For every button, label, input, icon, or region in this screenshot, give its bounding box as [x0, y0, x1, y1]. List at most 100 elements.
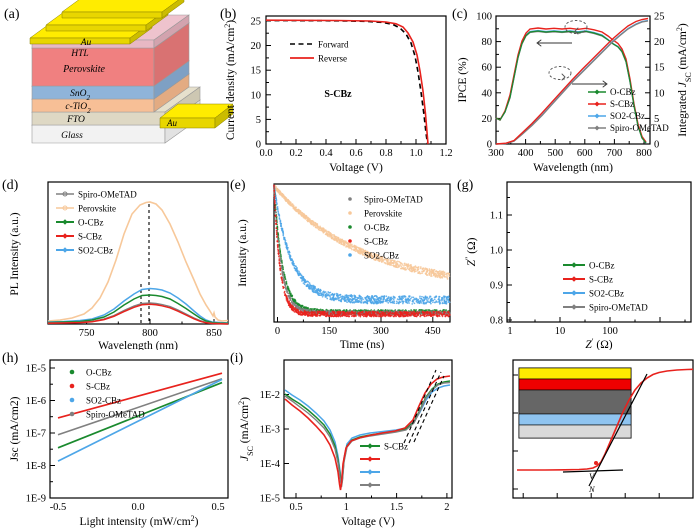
- data-point: [352, 298, 354, 301]
- data-point: [419, 299, 422, 302]
- data-point: [300, 307, 302, 310]
- data-point: [303, 280, 306, 282]
- data-point: [367, 312, 370, 314]
- data-point: [331, 298, 334, 300]
- data-point: [395, 315, 397, 318]
- data-point: [387, 259, 390, 261]
- data-point: [327, 230, 330, 233]
- data-point: [447, 301, 450, 303]
- data-point: [382, 314, 384, 317]
- data-point: [345, 313, 347, 315]
- data-point: [364, 300, 366, 303]
- data-point: [315, 313, 317, 316]
- panel-e-scatter-points: [273, 184, 451, 318]
- data-point: [435, 313, 438, 315]
- data-point: [342, 311, 344, 314]
- data-point: [276, 208, 279, 211]
- data-point: [320, 293, 323, 296]
- data-point: [311, 288, 313, 291]
- legend-label-so2cbz: SO2-CBz: [86, 396, 121, 406]
- data-point: [291, 258, 293, 261]
- data-point: [278, 264, 281, 267]
- panel-b-svg: (b) 0 5 10 15 20 25: [220, 7, 453, 174]
- data-point: [362, 254, 364, 256]
- pl-curve-so2cbz: [47, 287, 229, 324]
- panel-h-ylabel: JSC (mA/cm2): [237, 397, 255, 461]
- data-point: [400, 295, 403, 298]
- data-point: [273, 184, 275, 187]
- data-point: [329, 297, 332, 300]
- data-point: [391, 259, 394, 262]
- data-point: [418, 311, 421, 314]
- data-point: [351, 314, 354, 317]
- data-point: [393, 314, 396, 317]
- panel-e-legend: Spiro-OMeTAD Perovskite O-CBz S-CBz SO2-…: [348, 195, 423, 261]
- data-point: [302, 282, 305, 284]
- data-point: [288, 253, 291, 256]
- data-point: [353, 248, 356, 251]
- data-point: [280, 194, 282, 197]
- data-point: [401, 311, 403, 313]
- data-point: [320, 229, 322, 232]
- data-point: [356, 298, 358, 301]
- legend-marker-scbz: [69, 383, 75, 389]
- data-point: [309, 283, 311, 286]
- data-point: [371, 255, 373, 258]
- data-point: [428, 268, 431, 270]
- data-point: [291, 261, 294, 264]
- data-point: [409, 310, 412, 313]
- data-point: [326, 294, 328, 297]
- data-point: [314, 291, 317, 293]
- data-point: [316, 290, 319, 293]
- data-point: [354, 314, 357, 316]
- fit-line-scbz: [57, 372, 223, 419]
- data-point: [280, 264, 283, 267]
- data-point: [273, 195, 276, 198]
- data-point: [413, 313, 415, 316]
- panel-b-ylabel: Current density (mA/cm2): [223, 20, 238, 140]
- panel-b-ytick-5: 25: [251, 16, 262, 27]
- data-point: [372, 256, 375, 258]
- data-point: [401, 300, 404, 303]
- data-point: [396, 260, 399, 263]
- data-point: [350, 247, 353, 250]
- data-point: [402, 266, 405, 269]
- data-point: [366, 302, 369, 305]
- data-point: [392, 264, 395, 267]
- data-point: [359, 247, 362, 250]
- data-point: [402, 297, 404, 300]
- data-point: [395, 310, 397, 313]
- data-point: [368, 315, 371, 317]
- data-point: [277, 189, 279, 192]
- data-point: [334, 309, 337, 311]
- panel-h-plot-frame: [283, 359, 453, 499]
- legend-label-ocbz: O-CBz: [364, 223, 390, 233]
- data-point: [410, 297, 412, 300]
- panel-b-jv-curve: (b) 0 5 10 15 20 25: [218, 0, 458, 176]
- data-point: [378, 260, 381, 262]
- data-point: [441, 299, 443, 302]
- data-point: [358, 251, 360, 253]
- data-point: [274, 207, 276, 209]
- data-point: [307, 284, 310, 286]
- data-point: [275, 220, 277, 223]
- data-point: [306, 311, 308, 313]
- data-point: [398, 260, 401, 263]
- data-point: [322, 227, 325, 230]
- panel-f-label: (g): [457, 178, 474, 193]
- data-point: [434, 270, 437, 273]
- data-point: [283, 278, 285, 281]
- panel-c-y2tick-3: 15: [654, 63, 665, 74]
- data-point: [393, 296, 396, 299]
- data-point: [445, 314, 448, 317]
- data-point: [439, 312, 442, 315]
- data-point: [287, 288, 290, 291]
- data-point: [321, 229, 324, 232]
- data-point: [286, 298, 289, 301]
- data-point: [284, 286, 287, 288]
- ipce-curve-ocbz: [495, 30, 647, 144]
- data-point: [359, 251, 362, 254]
- legend-label-spiro: Spiro-OMeTAD: [589, 303, 648, 313]
- data-point: [426, 270, 429, 273]
- panel-c-legend: O-CBz S-CBz SO2-CBz Spiro-OMeTAD: [588, 87, 669, 133]
